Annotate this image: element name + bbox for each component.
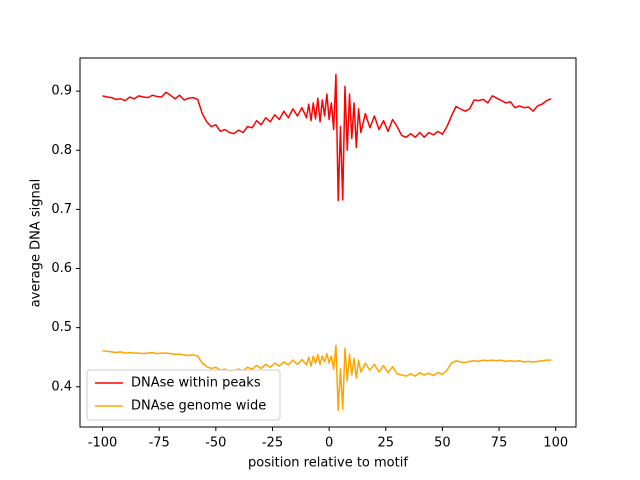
- y-tick-label: 0.9: [51, 84, 72, 99]
- legend-label: DNAse within peaks: [131, 376, 261, 391]
- x-tick-label: -75: [149, 436, 170, 451]
- y-tick-label: 0.8: [51, 143, 72, 158]
- legend-box: [86, 369, 281, 421]
- legend-label: DNAse genome wide: [131, 399, 266, 414]
- x-tick-label: 75: [491, 436, 508, 451]
- x-tick-label: 25: [378, 436, 395, 451]
- x-tick-label: -25: [262, 436, 283, 451]
- series-line: [102, 73, 552, 202]
- x-tick-label: 100: [543, 436, 568, 451]
- plot-frame: [79, 57, 577, 428]
- y-tick-label: 0.7: [51, 202, 72, 217]
- x-tick-label: 0: [325, 436, 333, 451]
- y-tick-label: 0.6: [51, 261, 72, 276]
- x-tick-label: 50: [434, 436, 451, 451]
- x-tick-label: -100: [88, 436, 118, 451]
- x-tick-label: -50: [205, 436, 226, 451]
- y-tick-label: 0.4: [51, 379, 72, 394]
- y-tick-label: 0.5: [51, 320, 72, 335]
- y-axis-label: average DNA signal: [29, 179, 44, 308]
- x-axis-label: position relative to motif: [248, 456, 408, 471]
- series-line: [102, 344, 552, 412]
